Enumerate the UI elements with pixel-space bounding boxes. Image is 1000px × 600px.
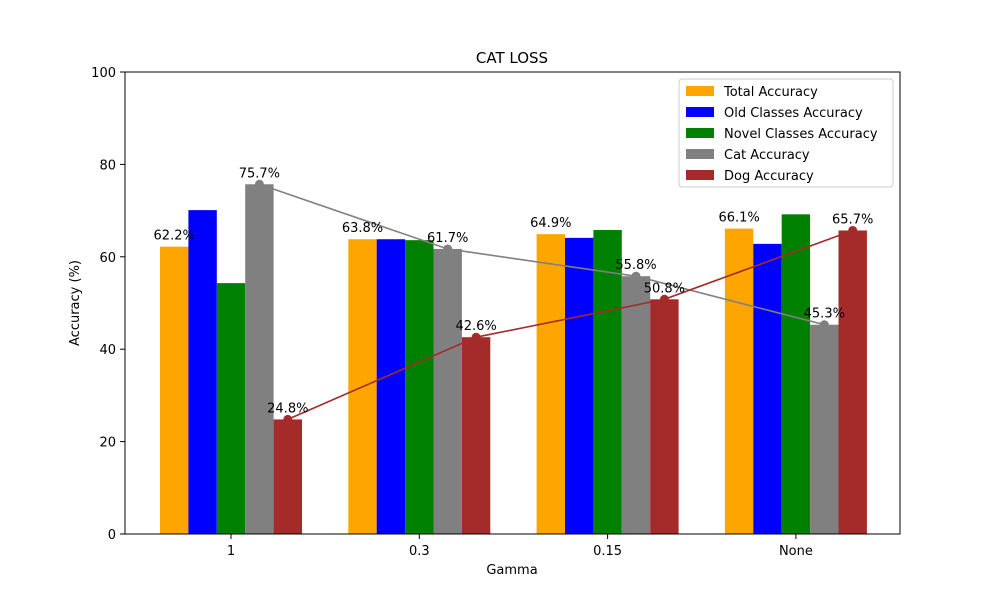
legend-swatch-total-accuracy bbox=[686, 86, 714, 96]
plot-frame bbox=[124, 71, 901, 535]
data-label-cat-accuracy-none: 45.3% bbox=[804, 307, 845, 322]
data-label-total-accuracy-0-15: 64.9% bbox=[530, 216, 571, 231]
bar-dog-accuracy-0-3 bbox=[461, 337, 491, 534]
bar-novel-classes-accuracy-1 bbox=[216, 283, 246, 534]
x-tick-label: 1 bbox=[227, 544, 235, 559]
x-axis-label: Gamma bbox=[486, 563, 537, 578]
bar-novel-classes-accuracy-0-3 bbox=[405, 240, 434, 535]
legend: Total Accuracy Old Classes Accuracy Novel … bbox=[678, 78, 894, 188]
y-tick-label: 40 bbox=[99, 343, 116, 358]
bar-total-accuracy-none bbox=[724, 228, 754, 534]
bar-novel-classes-accuracy-none bbox=[781, 214, 811, 535]
data-label-cat-accuracy-1: 75.7% bbox=[239, 166, 280, 181]
point-dog-accuracy-0-3 bbox=[471, 332, 481, 342]
bar-total-accuracy-0-15 bbox=[536, 234, 565, 534]
bar-cat-accuracy-0-3 bbox=[433, 248, 462, 534]
point-cat-accuracy-0-15 bbox=[631, 271, 641, 281]
data-labels-layer: 62.2% 63.8% 64.9% 66.1% 75.7% 61.7% 55.8% 45.3%… bbox=[154, 166, 874, 416]
legend-swatch-dog-accuracy bbox=[686, 170, 714, 180]
x-tick-label: 0.15 bbox=[593, 544, 622, 559]
data-label-total-accuracy-1: 62.2% bbox=[154, 229, 195, 244]
y-tick-label: 20 bbox=[99, 436, 116, 451]
lines-layer bbox=[254, 179, 858, 424]
point-cat-accuracy-none bbox=[819, 320, 829, 330]
data-label-total-accuracy-none: 66.1% bbox=[718, 211, 759, 226]
legend-swatch-cat-accuracy bbox=[686, 149, 714, 159]
y-axis-label: Accuracy (%) bbox=[68, 260, 83, 346]
point-dog-accuracy-1 bbox=[283, 414, 293, 424]
y-tick-label: 80 bbox=[99, 158, 116, 173]
bar-cat-accuracy-none bbox=[810, 324, 839, 534]
legend-swatch-novel-classes-accuracy bbox=[686, 128, 714, 138]
legend-label-dog-accuracy: Dog Accuracy bbox=[724, 169, 814, 184]
data-label-dog-accuracy-1: 24.8% bbox=[267, 401, 308, 416]
x-tick-label: None bbox=[779, 544, 813, 559]
axes-layer: 0 20 40 60 80 100 1 0.3 0.15 None bbox=[91, 66, 901, 559]
data-label-dog-accuracy-none: 65.7% bbox=[832, 212, 873, 227]
bar-old-classes-accuracy-0-3 bbox=[376, 239, 406, 535]
legend-label-cat-accuracy: Cat Accuracy bbox=[724, 148, 810, 163]
point-dog-accuracy-none bbox=[848, 225, 858, 235]
bar-novel-classes-accuracy-0-15 bbox=[593, 230, 622, 534]
bar-cat-accuracy-0-15 bbox=[621, 276, 651, 534]
data-label-dog-accuracy-0-15: 50.8% bbox=[644, 281, 685, 296]
data-label-cat-accuracy-0-3: 61.7% bbox=[427, 231, 468, 246]
legend-label-old-classes-accuracy: Old Classes Accuracy bbox=[724, 106, 863, 121]
line-cat-accuracy bbox=[259, 183, 825, 326]
y-tick-label: 0 bbox=[108, 528, 116, 543]
y-tick-label: 100 bbox=[91, 66, 116, 81]
legend-label-total-accuracy: Total Accuracy bbox=[723, 85, 818, 100]
y-tick-label: 60 bbox=[99, 251, 116, 266]
legend-swatch-old-classes-accuracy bbox=[686, 107, 714, 117]
point-cat-accuracy-0-3 bbox=[443, 244, 453, 254]
data-label-total-accuracy-0-3: 63.8% bbox=[342, 221, 383, 236]
bar-dog-accuracy-0-15 bbox=[650, 299, 679, 534]
bars-layer bbox=[160, 184, 867, 535]
bar-old-classes-accuracy-none bbox=[753, 243, 782, 535]
bar-old-classes-accuracy-0-15 bbox=[565, 237, 594, 535]
bar-total-accuracy-1 bbox=[160, 246, 189, 534]
chart-title: CAT LOSS bbox=[476, 49, 548, 67]
point-cat-accuracy-1 bbox=[254, 179, 264, 189]
point-dog-accuracy-0-15 bbox=[659, 294, 669, 304]
bar-dog-accuracy-none bbox=[838, 230, 867, 534]
line-dog-accuracy bbox=[287, 229, 853, 421]
bar-dog-accuracy-1 bbox=[273, 419, 302, 534]
legend-box bbox=[678, 78, 894, 188]
legend-label-novel-classes-accuracy: Novel Classes Accuracy bbox=[724, 127, 878, 142]
data-label-dog-accuracy-0-3: 42.6% bbox=[455, 319, 496, 334]
data-label-cat-accuracy-0-15: 55.8% bbox=[615, 258, 656, 273]
bar-cat-accuracy-1 bbox=[245, 184, 274, 534]
x-tick-label: 0.3 bbox=[409, 544, 430, 559]
bar-old-classes-accuracy-1 bbox=[188, 210, 217, 534]
